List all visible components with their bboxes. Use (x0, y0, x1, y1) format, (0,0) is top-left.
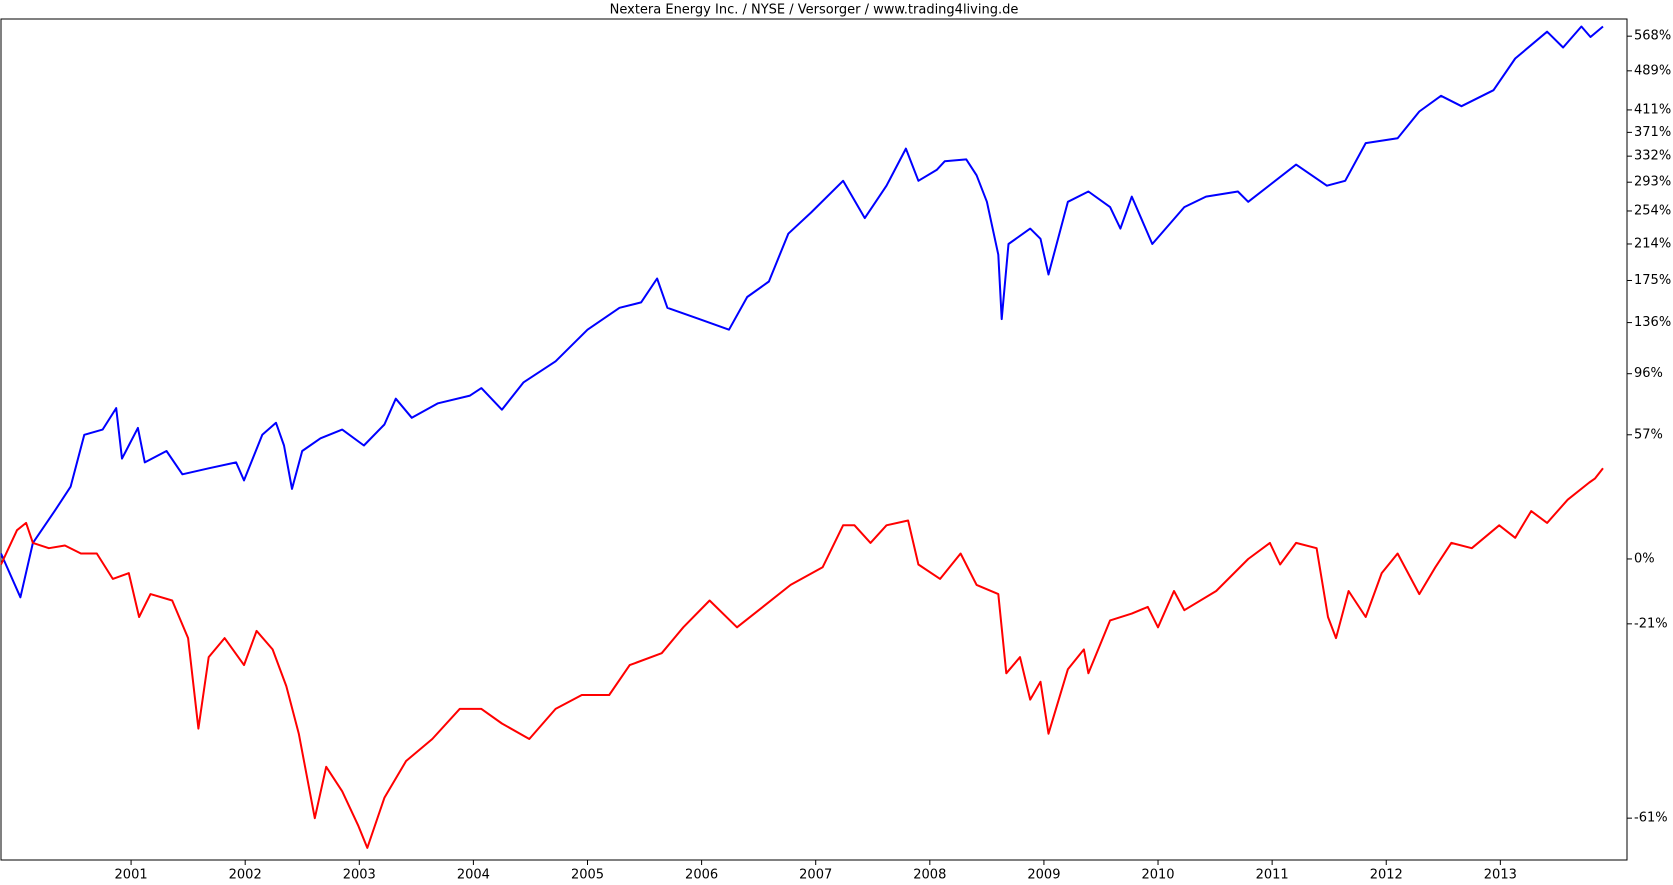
x-tick-label: 2002 (229, 868, 262, 883)
series-line (0, 25, 1604, 599)
y-tick-label: 0% (1634, 551, 1655, 566)
y-tick-label: 214% (1634, 236, 1671, 251)
series-line (0, 467, 1604, 849)
plot-frame (0, 18, 1628, 861)
x-tick-label: 2003 (343, 868, 376, 883)
y-tick-label: 332% (1634, 149, 1671, 164)
y-tick-label: 568% (1634, 29, 1671, 44)
y-tick-label: 136% (1634, 315, 1671, 330)
y-tick-label: 96% (1634, 366, 1663, 381)
x-tick-label: 2010 (1141, 868, 1174, 883)
x-tick-label: 2006 (685, 868, 718, 883)
y-tick-label: 371% (1634, 125, 1671, 140)
x-tick-label: 2011 (1256, 868, 1289, 883)
y-tick-label: 175% (1634, 273, 1671, 288)
y-tick-label: 254% (1634, 203, 1671, 218)
x-tick-label: 2007 (799, 868, 832, 883)
x-tick-label: 2005 (571, 868, 604, 883)
x-tick-label: 2012 (1370, 868, 1403, 883)
chart-title: Nextera Energy Inc. / NYSE / Versorger /… (610, 3, 1019, 18)
x-tick-label: 2001 (115, 868, 148, 883)
x-tick-label: 2013 (1484, 868, 1517, 883)
y-tick-label: 57% (1634, 427, 1663, 442)
y-tick-label: -21% (1634, 616, 1668, 631)
y-tick-label: 411% (1634, 102, 1671, 117)
y-tick-label: -61% (1634, 811, 1668, 826)
x-tick-label: 2004 (457, 868, 490, 883)
y-tick-label: 489% (1634, 63, 1671, 78)
x-tick-label: 2009 (1027, 868, 1060, 883)
x-tick-label: 2008 (913, 868, 946, 883)
y-tick-label: 293% (1634, 175, 1671, 190)
